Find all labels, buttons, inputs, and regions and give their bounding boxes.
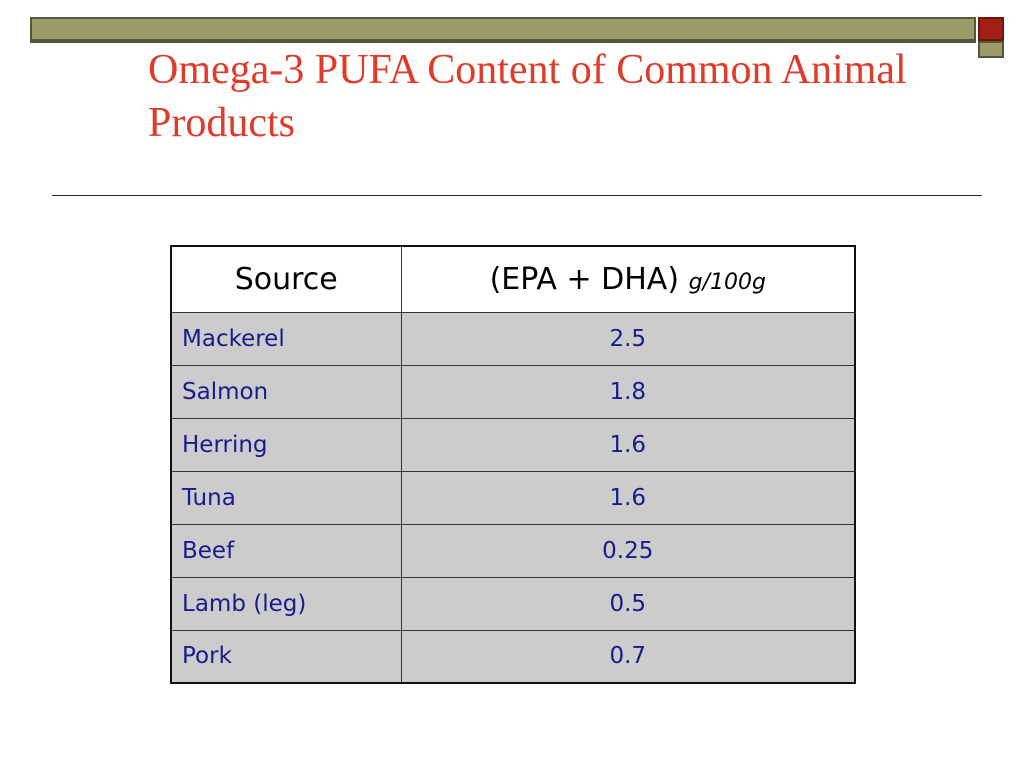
table-row: Herring 1.6 xyxy=(170,417,856,472)
row-value: 0.25 xyxy=(400,523,856,578)
row-source: Mackerel xyxy=(170,311,402,366)
row-source: Herring xyxy=(170,417,402,472)
row-value: 1.8 xyxy=(400,364,856,419)
table-header-row: Source (EPA + DHA) g/100g xyxy=(170,245,856,313)
table-row: Pork 0.7 xyxy=(170,629,856,684)
table-row: Tuna 1.6 xyxy=(170,470,856,525)
corner-square-olive xyxy=(978,41,1004,58)
header-content-label: (EPA + DHA) xyxy=(489,261,680,297)
row-source: Tuna xyxy=(170,470,402,525)
top-decorative-bar xyxy=(30,17,976,41)
header-unit: g/100g xyxy=(688,269,766,295)
slide-title: Omega-3 PUFA Content of Common Animal Pr… xyxy=(148,47,907,146)
row-value: 1.6 xyxy=(400,470,856,525)
top-bar-underline xyxy=(30,41,976,43)
table-row: Beef 0.25 xyxy=(170,523,856,578)
corner-square-red xyxy=(978,17,1004,41)
row-value: 2.5 xyxy=(400,311,856,366)
row-source: Lamb (leg) xyxy=(170,576,402,631)
row-source: Pork xyxy=(170,629,402,684)
header-content: (EPA + DHA) g/100g xyxy=(400,245,856,313)
row-value: 0.5 xyxy=(400,576,856,631)
header-source: Source xyxy=(170,245,402,313)
table-row: Lamb (leg) 0.5 xyxy=(170,576,856,631)
title-divider xyxy=(52,195,982,196)
omega3-table: Source (EPA + DHA) g/100g Mackerel 2.5 S… xyxy=(170,245,856,684)
row-source: Beef xyxy=(170,523,402,578)
row-value: 0.7 xyxy=(400,629,856,684)
row-value: 1.6 xyxy=(400,417,856,472)
table-row: Salmon 1.8 xyxy=(170,364,856,419)
row-source: Salmon xyxy=(170,364,402,419)
table-row: Mackerel 2.5 xyxy=(170,311,856,366)
